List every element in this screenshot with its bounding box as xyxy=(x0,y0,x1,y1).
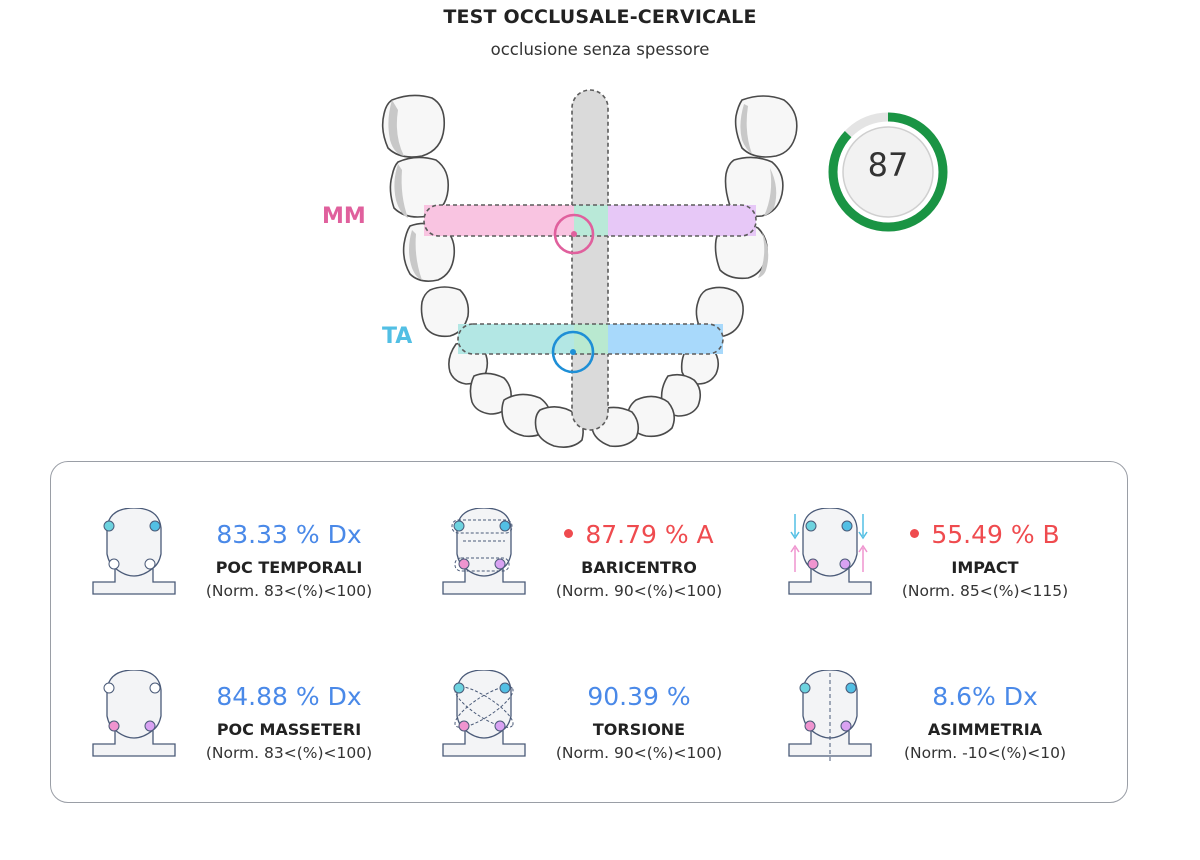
metric-name: IMPACT xyxy=(951,558,1019,577)
tooth-r2 xyxy=(724,156,784,218)
head-temporal-points-icon xyxy=(92,508,176,595)
ta-bar xyxy=(457,323,724,374)
metric-asimmetria: 8.6% Dx ASIMMETRIA (Norm. -10<(%)<10) xyxy=(785,670,1125,780)
metric-value: 90.39 % xyxy=(587,682,691,711)
head-impact-arrows-icon xyxy=(788,508,872,595)
metric-value: 83.33 % Dx xyxy=(216,520,362,549)
head-asymmetry-icon xyxy=(788,670,872,762)
page-subtitle: occlusione senza spessore xyxy=(490,40,710,59)
metric-norm: (Norm. 85<(%)<115) xyxy=(901,582,1069,600)
metric-name: ASIMMETRIA xyxy=(927,720,1043,739)
metric-value: 87.79 % A xyxy=(534,520,744,549)
head-masseter-points-icon xyxy=(92,670,176,757)
tooth-l4 xyxy=(420,286,470,338)
metric-poc-temporali: 83.33 % Dx POC TEMPORALI (Norm. 83<(%)<1… xyxy=(89,508,429,618)
head-barycenter-icon xyxy=(442,508,526,595)
tooth-r1 xyxy=(734,95,798,158)
metric-name: POC MASSETERI xyxy=(216,720,362,739)
metric-value: 84.88 % Dx xyxy=(216,682,362,711)
dental-arch-diagram xyxy=(381,89,798,448)
metric-value: 8.6% Dx xyxy=(932,682,1038,711)
alert-dot-icon xyxy=(910,528,920,538)
metric-value: 55.49 % B xyxy=(880,520,1090,549)
midline-bar xyxy=(571,89,609,431)
metric-name: BARICENTRO xyxy=(581,558,697,577)
metric-name: POC TEMPORALI xyxy=(215,558,363,577)
metric-impact: 55.49 % B IMPACT (Norm. 85<(%)<115) xyxy=(785,508,1125,618)
metric-norm: (Norm. 90<(%)<100) xyxy=(555,582,723,600)
metric-norm: (Norm. 83<(%)<100) xyxy=(205,744,373,762)
score-value: 87 xyxy=(867,146,909,184)
metric-name: TORSIONE xyxy=(592,720,686,739)
page-title: TEST OCCLUSALE-CERVICALE xyxy=(443,6,757,28)
metric-torsione: 90.39 % TORSIONE (Norm. 90<(%)<100) xyxy=(439,670,779,780)
metric-poc-masseteri: 84.88 % Dx POC MASSETERI (Norm. 83<(%)<1… xyxy=(89,670,429,780)
metrics-panel: 83.33 % Dx POC TEMPORALI (Norm. 83<(%)<1… xyxy=(50,461,1128,803)
metric-norm: (Norm. -10<(%)<10) xyxy=(903,744,1067,762)
mm-bar xyxy=(423,204,757,255)
tooth-r3 xyxy=(714,222,768,280)
ta-center-ring xyxy=(551,330,595,374)
mm-center-ring xyxy=(553,213,595,255)
alert-dot-icon xyxy=(564,528,574,538)
metric-norm: (Norm. 83<(%)<100) xyxy=(205,582,373,600)
mm-label: MM xyxy=(322,204,366,229)
ta-label: TA xyxy=(382,324,413,349)
head-torsion-icon xyxy=(442,670,526,757)
metric-baricentro: 87.79 % A BARICENTRO (Norm. 90<(%)<100) xyxy=(439,508,779,618)
score-gauge xyxy=(828,112,948,232)
metric-norm: (Norm. 90<(%)<100) xyxy=(555,744,723,762)
